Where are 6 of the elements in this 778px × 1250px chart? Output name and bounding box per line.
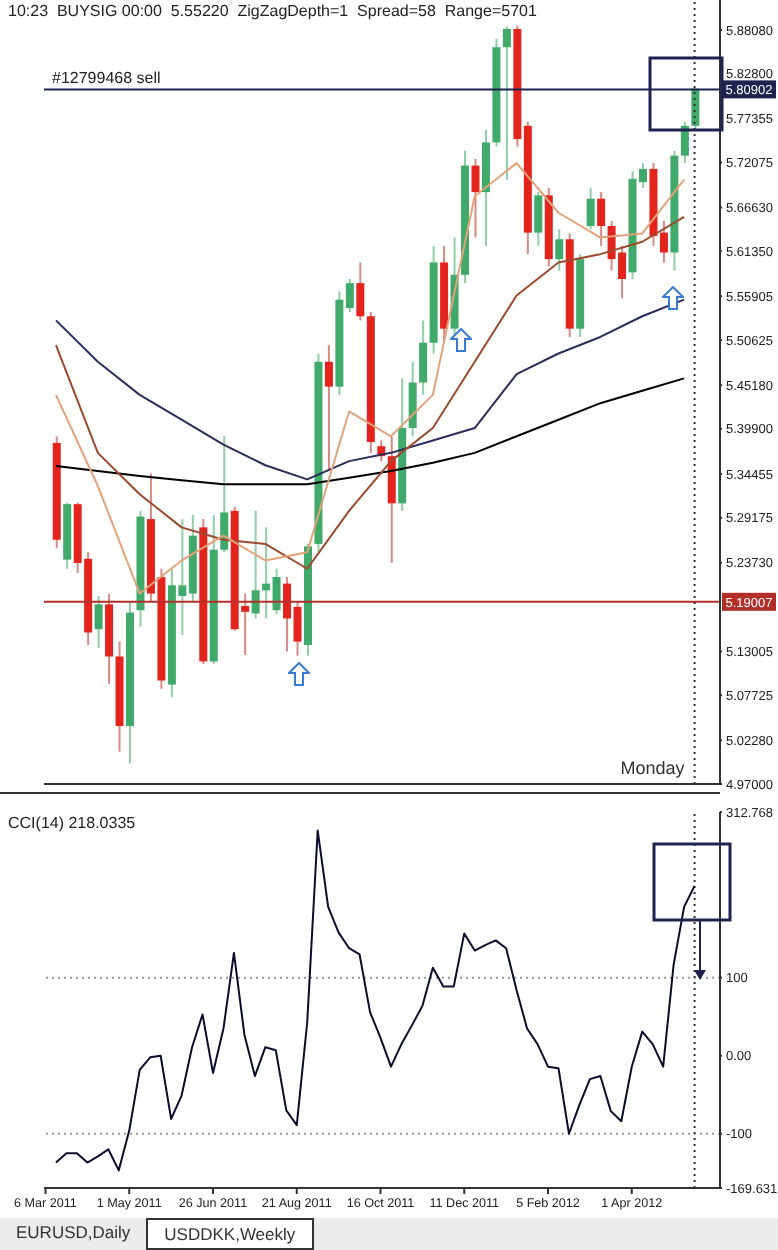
chart-title: CCI(14) 218.0335: [8, 814, 136, 832]
ref-line-label: #12799468 sell: [52, 69, 161, 88]
chart-title: 10:23 BUYSIG 00:00 5.55220 ZigZagDepth=1 Spread=58 Range=5701: [8, 2, 537, 20]
text: USDDKK,Weekly: [146, 1218, 314, 1250]
text: EURUSD,Daily: [14, 1220, 133, 1246]
ref-line-label: Monday: [620, 758, 686, 778]
